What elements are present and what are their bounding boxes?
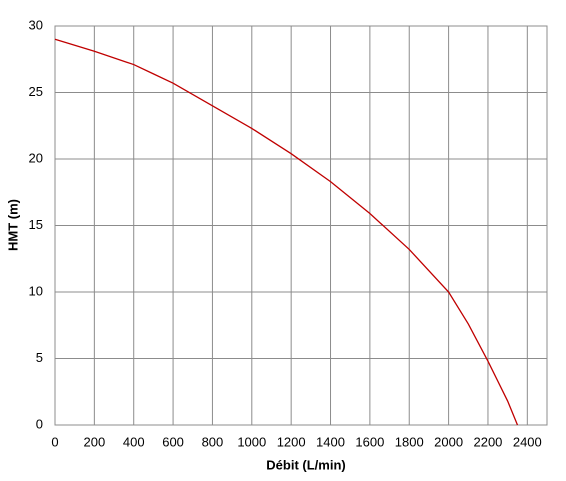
plot-border — [54, 25, 548, 426]
x-tick-label: 600 — [162, 434, 184, 449]
x-tick-label: 2400 — [513, 434, 542, 449]
y-tick-label: 10 — [29, 283, 43, 298]
x-tick-label: 1400 — [316, 434, 345, 449]
x-tick-label: 400 — [123, 434, 145, 449]
x-tick-label: 1800 — [395, 434, 424, 449]
x-axis-title: Débit (L/min) — [266, 457, 345, 472]
y-tick-label: 0 — [36, 416, 43, 431]
x-tick-label: 1000 — [237, 434, 266, 449]
x-tick-label: 1200 — [277, 434, 306, 449]
x-tick-label: 200 — [84, 434, 106, 449]
y-tick-label: 30 — [29, 17, 43, 32]
y-tick-label: 20 — [29, 150, 43, 165]
data-line — [54, 38, 519, 426]
x-tick-label: 2200 — [473, 434, 502, 449]
x-tick-label: 2000 — [434, 434, 463, 449]
x-tick-label: 800 — [202, 434, 224, 449]
y-tick-label: 25 — [29, 84, 43, 99]
x-tick-label: 1600 — [355, 434, 384, 449]
y-tick-label: 15 — [29, 217, 43, 232]
x-tick-label: 0 — [51, 434, 58, 449]
y-axis-title: HMT (m) — [5, 199, 20, 251]
y-tick-label: 5 — [36, 350, 43, 365]
